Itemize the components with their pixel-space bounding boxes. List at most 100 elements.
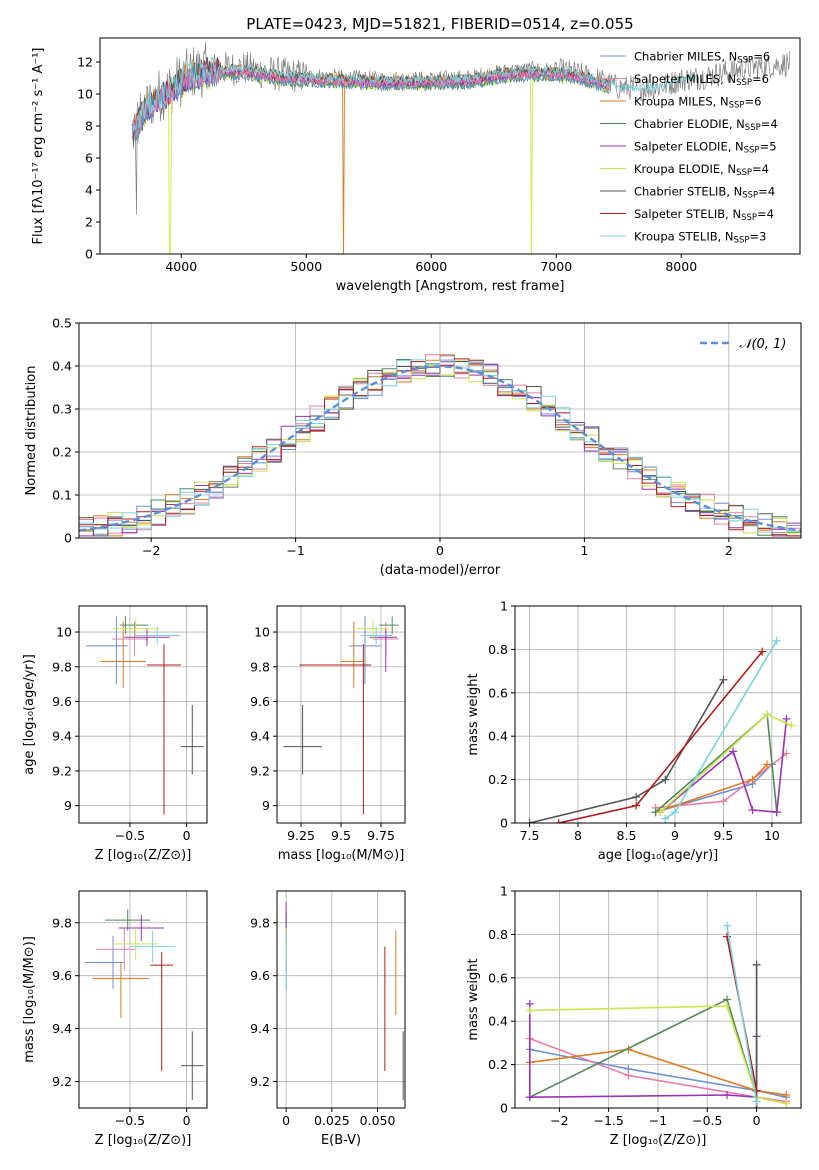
weight-marker-kroupa-miles bbox=[763, 760, 772, 769]
model-spectrum-kroupa-stelib bbox=[132, 56, 698, 131]
y-tick-label: 0.1 bbox=[52, 488, 72, 503]
x-tick-label: 5000 bbox=[290, 259, 322, 274]
legend-label-kroupa-elodie: Kroupa ELODIE, NSSP=4 bbox=[634, 162, 769, 178]
weight-marker-kroupa-elodie bbox=[525, 1006, 534, 1015]
weight-vs-age-panel: 7.5 8 8.5 9 9.5 10 0 0.2 0.4 0.6 0.8 1 age [log₁₀(ag… bbox=[466, 599, 802, 863]
y-tick-label: 0 bbox=[500, 816, 508, 831]
legend-nssp-value: 3 bbox=[759, 230, 766, 244]
legend-nssp-prefix: , N bbox=[720, 72, 736, 86]
x-tick-label: 10 bbox=[764, 828, 780, 843]
axes-frame bbox=[99, 37, 801, 255]
legend-nssp-eq: = bbox=[758, 185, 768, 199]
y-tick-label: 9.8 bbox=[250, 659, 270, 674]
legend-nssp-eq: = bbox=[760, 140, 770, 154]
y-axis-label: mass weight bbox=[466, 958, 481, 1040]
x-tick-label: −2 bbox=[142, 543, 160, 558]
legend-model-name: Salpeter ELODIE bbox=[634, 140, 728, 154]
plot-area bbox=[283, 616, 399, 815]
legend-nssp-eq: = bbox=[761, 117, 771, 131]
histogram-kroupa-stelib bbox=[79, 359, 801, 533]
legend-nssp-subscript: SSP bbox=[745, 123, 761, 133]
age-vs-metallicity-panel: −0.5 0 9 9.2 9.4 9.6 9.8 10 Z [log₁₀(Z/Z⊙)] age [… bbox=[22, 605, 208, 863]
x-axis-label: E(B-V) bbox=[321, 1133, 361, 1148]
x-tick-label: 7000 bbox=[540, 259, 572, 274]
legend-nssp-prefix: , N bbox=[725, 207, 741, 221]
weight-marker-salpeter-stelib bbox=[632, 801, 641, 810]
legend-model-name: Kroupa ELODIE bbox=[634, 162, 720, 176]
y-tick-label: 0 bbox=[85, 247, 93, 262]
axes-overlay: −0.5 0 9.2 9.4 9.6 9.8 Z [log₁₀(Z/Z⊙)] mass [lo… bbox=[22, 890, 208, 1148]
y-tick-label: 9.2 bbox=[250, 1074, 270, 1089]
legend-nssp-subscript: SSP bbox=[736, 78, 752, 88]
weight-marker-salpeter-miles bbox=[782, 749, 791, 758]
x-axis-label: mass [log₁₀(M/M⊙)] bbox=[278, 848, 405, 863]
x-tick-label: −0.5 bbox=[115, 1113, 145, 1128]
y-tick-label: 0.2 bbox=[488, 772, 508, 787]
y-tick-label: 9.4 bbox=[250, 1021, 270, 1036]
spectrum-panel: 4000 5000 6000 7000 8000024681012wavelength … bbox=[31, 37, 801, 294]
x-tick-label: 1 bbox=[580, 543, 588, 558]
x-tick-label: −0.5 bbox=[692, 1113, 722, 1128]
y-tick-label: 0.6 bbox=[488, 970, 508, 985]
plot-area bbox=[525, 636, 796, 823]
y-tick-label: 9.2 bbox=[52, 1074, 72, 1089]
legend-model-name: Chabrier ELODIE bbox=[634, 117, 729, 131]
weight-marker-chabrier-stelib bbox=[661, 775, 670, 784]
y-tick-label: 0 bbox=[500, 1101, 508, 1116]
x-axis-label: (data-model)/error bbox=[380, 563, 501, 578]
y-tick-label: 9 bbox=[262, 798, 270, 813]
legend-model-name: Chabrier MILES bbox=[634, 50, 721, 64]
weight-line-kroupa-miles bbox=[529, 1048, 787, 1096]
y-tick-label: 0.3 bbox=[52, 402, 72, 417]
legend-nssp-prefix: , N bbox=[713, 95, 729, 109]
weight-marker-salpeter-elodie bbox=[729, 747, 738, 756]
plot-area bbox=[525, 921, 791, 1108]
weight-marker-kroupa-stelib bbox=[723, 921, 732, 930]
y-tick-label: 9.6 bbox=[52, 968, 72, 983]
y-tick-label: 10 bbox=[254, 625, 270, 640]
y-tick-label: 0.4 bbox=[488, 1014, 508, 1029]
model-spectrum-kroupa-miles bbox=[132, 58, 609, 254]
y-axis-label: mass weight bbox=[466, 673, 481, 755]
x-tick-label: −0.5 bbox=[115, 828, 145, 843]
weight-marker-kroupa-elodie bbox=[763, 710, 772, 719]
axes-overlay: 4000 5000 6000 7000 8000024681012wavelength … bbox=[31, 37, 801, 294]
y-axis-label: Normed distribution bbox=[24, 366, 39, 496]
weight-marker-chabrier-stelib bbox=[632, 792, 641, 801]
weight-line-chabrier-miles bbox=[529, 1048, 787, 1098]
legend-nssp-prefix: , N bbox=[726, 185, 742, 199]
x-tick-label: 0 bbox=[753, 1113, 761, 1128]
legend-nssp-prefix: , N bbox=[720, 162, 736, 176]
y-tick-label: 1 bbox=[500, 599, 508, 614]
y-tick-label: 4 bbox=[85, 183, 93, 198]
mass-vs-ebv-panel: 0 0.025 0.050 9.2 9.4 9.6 9.8 E(B-V) bbox=[250, 890, 406, 1148]
axes-frame bbox=[276, 890, 406, 1109]
legend-model-name: Salpeter MILES bbox=[634, 72, 720, 86]
legend-nssp-prefix: , N bbox=[718, 230, 734, 244]
y-tick-label: 9 bbox=[64, 798, 72, 813]
weight-marker-kroupa-stelib bbox=[670, 808, 679, 817]
y-tick-label: 9.6 bbox=[52, 694, 72, 709]
y-tick-label: 2 bbox=[85, 215, 93, 230]
x-tick-label: 0.050 bbox=[360, 1113, 396, 1128]
legend-label-salpeter-elodie: Salpeter ELODIE, NSSP=5 bbox=[634, 140, 777, 156]
weight-marker-kroupa-miles bbox=[782, 1090, 791, 1099]
legend-nssp-eq: = bbox=[752, 72, 762, 86]
y-tick-label: 9.2 bbox=[250, 763, 270, 778]
plot-area bbox=[79, 354, 801, 537]
legend-nssp-subscript: SSP bbox=[736, 168, 752, 178]
gaussian-reference-curve bbox=[79, 365, 801, 532]
axes-frame bbox=[78, 605, 208, 824]
weight-line-chabrier-miles bbox=[655, 763, 773, 813]
x-tick-label: 9.5 bbox=[331, 828, 351, 843]
legend-label-kroupa-stelib: Kroupa STELIB, NSSP=3 bbox=[634, 230, 766, 246]
axes-overlay: 9.25 9.5 9.75 9 9.2 9.4 9.6 9.8 10 mass [log₁₀(M/… bbox=[250, 605, 406, 863]
weight-marker-kroupa-elodie bbox=[656, 808, 665, 817]
weight-marker-salpeter-stelib bbox=[723, 932, 732, 941]
y-tick-label: 0.5 bbox=[52, 316, 72, 331]
legend-nssp-subscript: SSP bbox=[737, 56, 753, 66]
weight-marker-kroupa-miles bbox=[748, 775, 757, 784]
x-tick-label: 8000 bbox=[665, 259, 697, 274]
mass-vs-metallicity-panel: −0.5 0 9.2 9.4 9.6 9.8 Z [log₁₀(Z/Z⊙)] mass [lo… bbox=[22, 890, 208, 1148]
